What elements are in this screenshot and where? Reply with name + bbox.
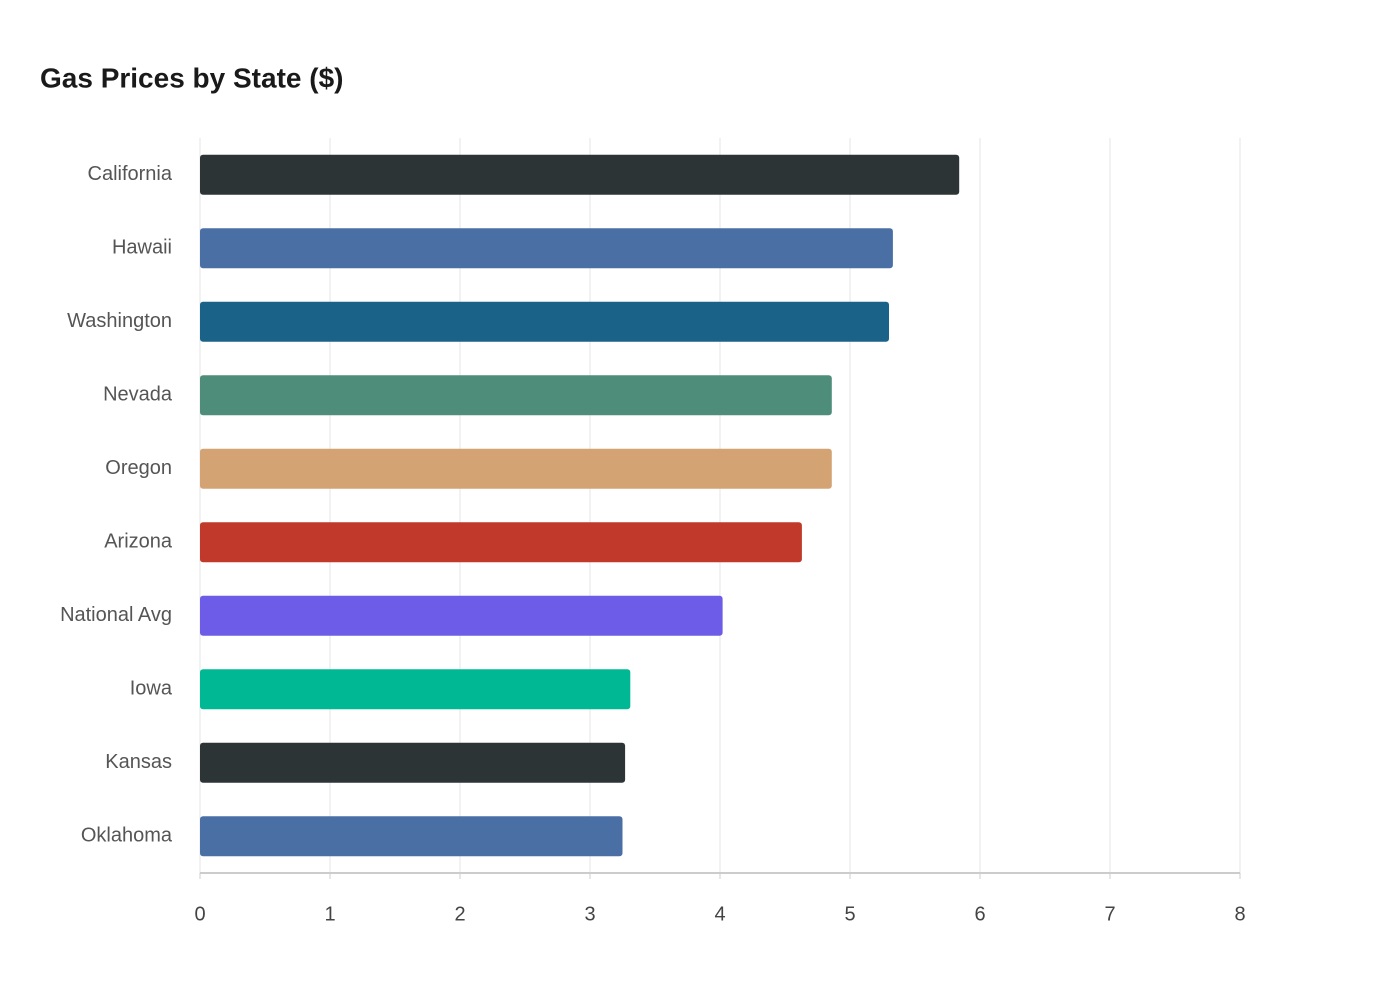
x-tick-label: 6 bbox=[974, 903, 985, 925]
bar bbox=[200, 522, 802, 563]
y-tick-label: Kansas bbox=[105, 751, 172, 773]
x-tick-label: 7 bbox=[1104, 903, 1115, 925]
x-tick-label: 0 bbox=[194, 903, 205, 925]
y-tick-label: National Avg bbox=[60, 604, 172, 626]
y-tick-label: Iowa bbox=[130, 678, 173, 700]
x-tick-label: 8 bbox=[1234, 903, 1245, 925]
y-tick-label: Washington bbox=[67, 310, 172, 332]
bar bbox=[200, 742, 626, 783]
bar bbox=[200, 301, 889, 342]
bar bbox=[200, 595, 723, 636]
x-tick-label: 5 bbox=[844, 903, 855, 925]
x-tick-label: 3 bbox=[584, 903, 595, 925]
bar bbox=[200, 375, 832, 416]
chart-title: Gas Prices by State ($) bbox=[40, 62, 343, 93]
bar bbox=[200, 154, 960, 195]
bar bbox=[200, 448, 832, 489]
y-tick-label: Oregon bbox=[105, 457, 172, 479]
bar bbox=[200, 816, 623, 857]
x-tick-label: 1 bbox=[324, 903, 335, 925]
y-tick-label: California bbox=[88, 163, 173, 185]
y-tick-label: Hawaii bbox=[112, 237, 172, 259]
y-tick-label: Nevada bbox=[103, 384, 173, 406]
bar bbox=[200, 669, 631, 710]
x-tick-label: 2 bbox=[454, 903, 465, 925]
y-tick-label: Arizona bbox=[104, 531, 173, 553]
y-tick-label: Oklahoma bbox=[81, 825, 173, 847]
x-tick-label: 4 bbox=[714, 903, 725, 925]
bar bbox=[200, 228, 893, 269]
